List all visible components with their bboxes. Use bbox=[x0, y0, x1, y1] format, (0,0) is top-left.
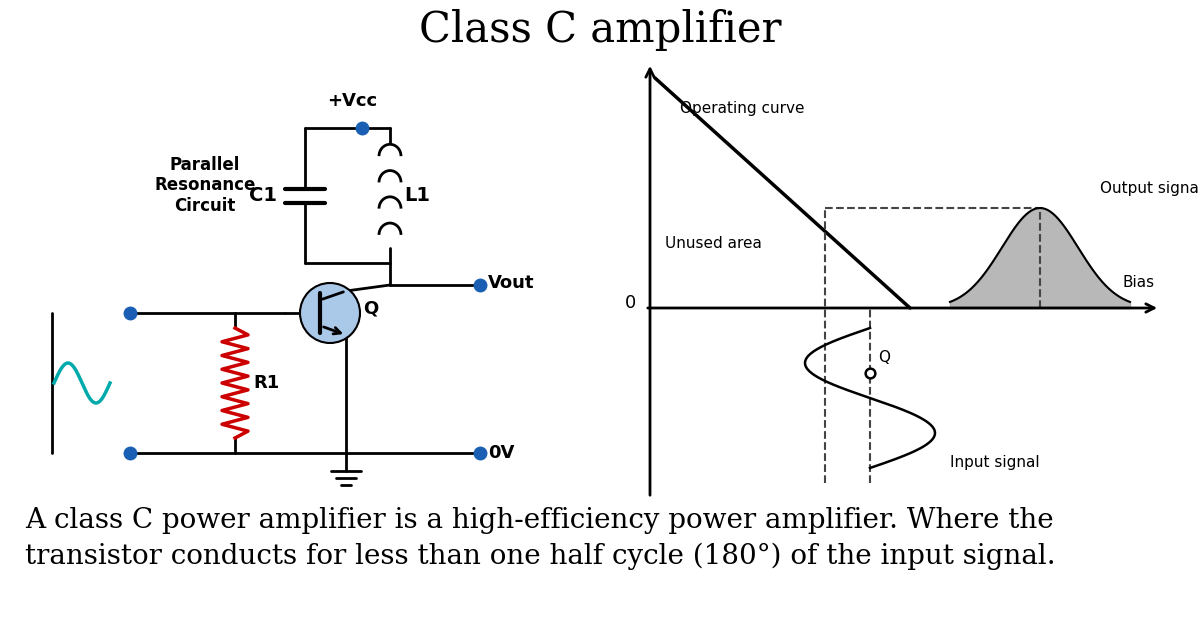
Circle shape bbox=[300, 283, 360, 343]
Text: A class C power amplifier is a high-efficiency power amplifier. Where the: A class C power amplifier is a high-effi… bbox=[25, 507, 1054, 534]
Text: Vout: Vout bbox=[488, 274, 534, 292]
Text: L1: L1 bbox=[404, 186, 430, 205]
Text: Output signal less than 180°: Output signal less than 180° bbox=[1100, 180, 1200, 195]
Text: Operating curve: Operating curve bbox=[680, 100, 804, 116]
Text: Parallel
Resonance
Circuit: Parallel Resonance Circuit bbox=[155, 156, 256, 215]
Text: Input signal: Input signal bbox=[950, 455, 1039, 470]
Text: Q: Q bbox=[878, 350, 890, 365]
Text: 0V: 0V bbox=[488, 444, 515, 462]
Text: C1: C1 bbox=[250, 186, 277, 205]
Text: R1: R1 bbox=[253, 374, 280, 392]
Text: transistor conducts for less than one half cycle (180°) of the input signal.: transistor conducts for less than one ha… bbox=[25, 543, 1056, 570]
Text: +Vcc: +Vcc bbox=[326, 92, 377, 110]
Text: Q: Q bbox=[364, 299, 378, 317]
Text: 0: 0 bbox=[625, 294, 636, 312]
Text: Unused area: Unused area bbox=[665, 236, 762, 251]
Text: Class C amplifier: Class C amplifier bbox=[419, 9, 781, 51]
Text: Bias: Bias bbox=[1123, 275, 1154, 290]
